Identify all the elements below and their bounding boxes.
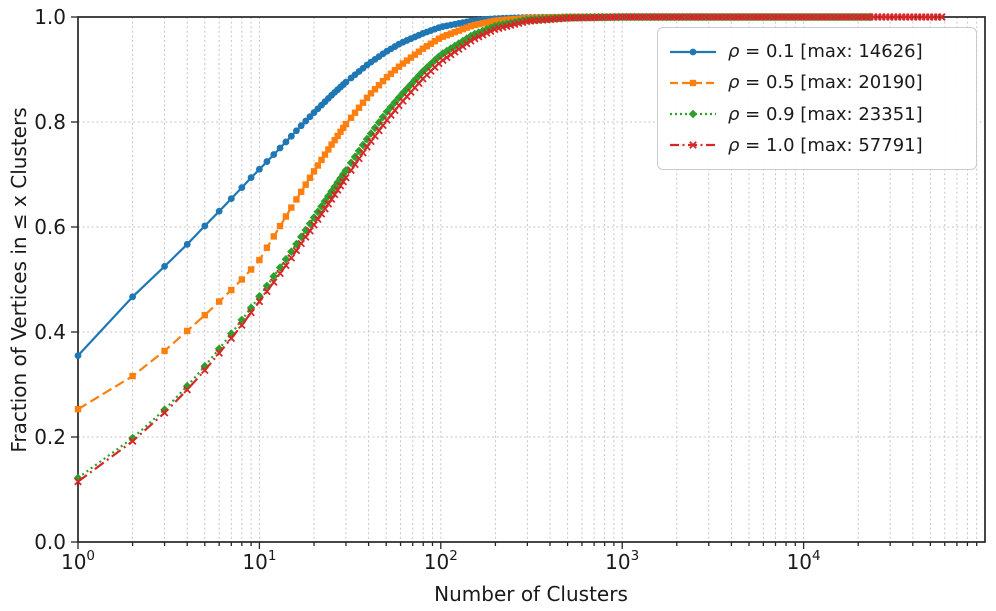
legend-line-sample-rho-0.9 <box>670 109 716 119</box>
x-tick-label: 104 <box>787 548 821 574</box>
series-rho-1.0 <box>74 13 946 486</box>
y-tick-label: 0.4 <box>34 320 66 344</box>
tick-labels: 100 101 102 103 104 0.0 0.2 0.4 0.6 0.8 1.0 <box>34 5 820 574</box>
x-tick-label: 100 <box>61 548 95 574</box>
legend-line-sample-rho-1.0 <box>670 141 716 150</box>
x-tick-label: 102 <box>424 548 458 574</box>
y-tick-label: 0.8 <box>34 110 66 134</box>
legend-line-sample-rho-0.5 <box>670 79 716 87</box>
grid <box>78 17 985 542</box>
legend: ρ = 0.1 [max: 14626] ρ = 0.5 [max: 20190… <box>657 27 977 170</box>
y-axis-label: Fraction of Vertices in ≤ x Clusters <box>7 107 31 453</box>
y-tick-label: 1.0 <box>34 5 66 29</box>
legend-label: ρ = 0.5 [max: 20190] <box>728 72 923 94</box>
legend-line-sample-rho-0.1 <box>670 48 716 56</box>
y-tick-label: 0.2 <box>34 425 66 449</box>
legend-label: ρ = 1.0 [max: 57791] <box>728 134 923 156</box>
x-tick-label: 101 <box>242 548 276 574</box>
legend-item-rho-0.9: ρ = 0.9 [max: 23351] <box>668 103 966 125</box>
legend-label: ρ = 0.9 [max: 23351] <box>728 103 923 125</box>
y-tick-label: 0.0 <box>34 530 66 554</box>
series-markers-rho-1.0 <box>74 13 946 486</box>
legend-label: ρ = 0.1 [max: 14626] <box>728 41 923 63</box>
legend-item-rho-0.1: ρ = 0.1 [max: 14626] <box>668 41 966 63</box>
legend-item-rho-0.5: ρ = 0.5 [max: 20190] <box>668 72 966 94</box>
x-axis-label: Number of Clusters <box>434 582 628 606</box>
legend-item-rho-1.0: ρ = 1.0 [max: 57791] <box>668 134 966 156</box>
x-tick-label: 103 <box>605 548 639 574</box>
y-tick-label: 0.6 <box>34 215 66 239</box>
